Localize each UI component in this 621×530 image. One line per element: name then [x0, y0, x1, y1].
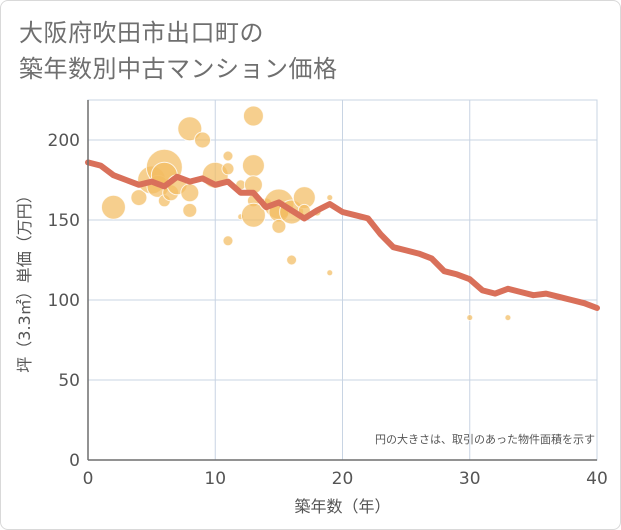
bubble-point	[242, 105, 264, 127]
size-note: 円の大きさは、取引のあった物件面積を示す	[375, 432, 595, 446]
x-tick-label: 10	[204, 469, 226, 489]
bubble-point	[194, 131, 212, 149]
bubble-point	[100, 194, 126, 220]
y-tick-label: 150	[48, 211, 80, 231]
bubble-point	[130, 189, 148, 207]
bubble-point	[180, 183, 200, 203]
bubble-point	[222, 235, 234, 247]
bubble-layer	[100, 105, 512, 322]
axes	[87, 100, 597, 461]
chart-title: 大阪府吹田市出口町の 築年数別中古マンション価格	[19, 15, 338, 87]
y-tick-label: 0	[69, 451, 80, 471]
bubble-point	[182, 202, 198, 218]
bubble-point	[241, 154, 265, 178]
bubble-point	[326, 269, 334, 277]
y-tick-label: 200	[48, 131, 80, 151]
x-tick-label: 0	[83, 469, 94, 489]
bubble-point	[222, 150, 234, 162]
x-axis-title: 築年数（年）	[294, 497, 390, 516]
x-tick-label: 40	[586, 469, 608, 489]
y-axis-title: 坪（3.3㎡）単価（万円）	[15, 187, 34, 372]
bubble-point	[177, 116, 203, 142]
x-tick-label: 20	[332, 469, 354, 489]
bubble-point	[240, 202, 266, 228]
chart-title-line1: 大阪府吹田市出口町の	[19, 19, 264, 47]
bubble-point	[326, 194, 334, 202]
chart-title-line2: 築年数別中古マンション価格	[19, 55, 338, 83]
bubble-point	[504, 314, 512, 322]
bubble-point	[466, 314, 474, 322]
trend-line	[85, 159, 600, 311]
tick-labels: 0 10 20 30 40 0 50 100 150 200	[48, 131, 608, 489]
y-tick-label: 50	[58, 371, 80, 391]
bubble-point	[286, 254, 298, 266]
x-tick-label: 30	[459, 469, 481, 489]
bubble-point	[271, 218, 287, 234]
bubble-point	[221, 162, 235, 176]
y-tick-label: 100	[48, 291, 80, 311]
